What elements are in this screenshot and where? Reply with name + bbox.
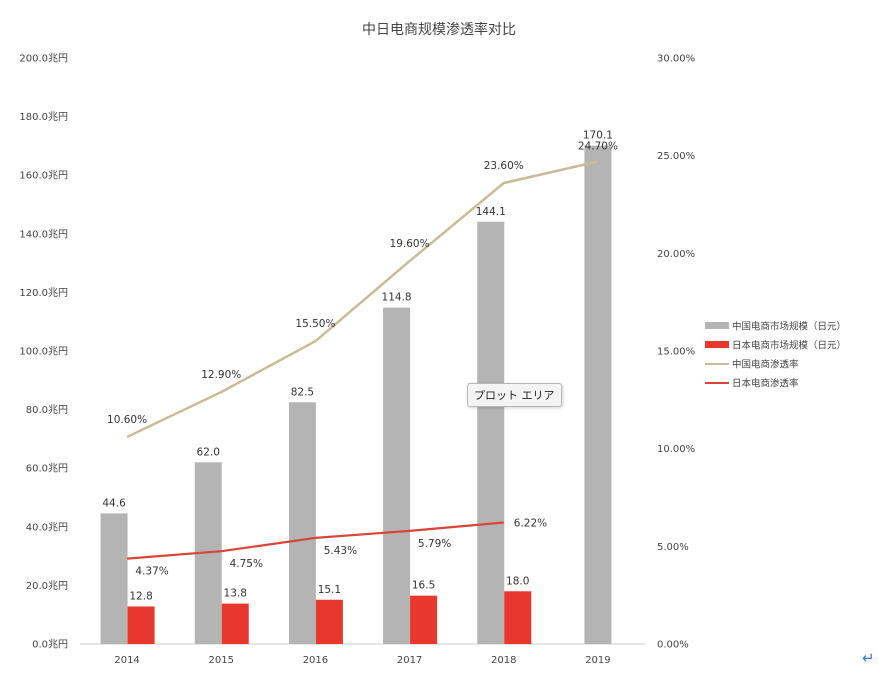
legend-entry-label: 日本电商市场规模（日元） bbox=[732, 340, 846, 352]
bar-data-label: 16.5 bbox=[412, 580, 435, 592]
line-series-group bbox=[126, 160, 599, 560]
line-data-label: 6.22% bbox=[514, 518, 547, 530]
right-axis-tick-label: 20.00% bbox=[657, 249, 695, 260]
line-data-label: 15.50% bbox=[295, 318, 335, 330]
line-japan-penetration bbox=[127, 521, 504, 560]
bar-data-label: 44.6 bbox=[102, 497, 126, 509]
right-axis-tick-label: 15.00% bbox=[657, 347, 695, 358]
return-arrow-icon: ↵ bbox=[862, 649, 875, 667]
bar-japan bbox=[221, 603, 249, 644]
legend-swatch bbox=[705, 341, 729, 348]
left-axis-tick-label: 60.0兆円 bbox=[26, 463, 68, 475]
line-china-penetration bbox=[126, 160, 599, 439]
line-data-label: 19.60% bbox=[390, 238, 430, 250]
x-axis-tick-label: 2019 bbox=[585, 655, 610, 666]
left-axis-tick-label: 180.0兆円 bbox=[19, 111, 68, 123]
data-label-group: 44.6 62.0 82.5 114.8 144.1 170.1 12.8 13.8 15.1 1… bbox=[102, 130, 618, 603]
right-axis-tick-label: 10.00% bbox=[657, 444, 695, 455]
left-axis-tick-label: 140.0兆円 bbox=[19, 228, 68, 240]
line-data-label: 4.75% bbox=[230, 558, 263, 570]
left-axis-tick-label: 0.0兆円 bbox=[32, 639, 68, 651]
bar-data-label: 82.5 bbox=[291, 386, 314, 398]
bar-series-group bbox=[100, 145, 612, 645]
x-axis-tick-label: 2018 bbox=[491, 655, 516, 666]
left-axis-tick-label: 100.0兆円 bbox=[19, 346, 68, 358]
bar-data-label: 144.1 bbox=[476, 206, 506, 218]
bar-data-label: 13.8 bbox=[224, 588, 247, 600]
bar-china bbox=[383, 307, 411, 644]
x-axis-tick-label: 2014 bbox=[114, 655, 139, 666]
line-data-label: 10.60% bbox=[107, 414, 147, 426]
bar-china bbox=[584, 145, 612, 644]
line-data-label: 23.60% bbox=[484, 160, 524, 172]
bar-data-label: 170.1 bbox=[583, 130, 613, 142]
left-axis: 0.0兆円 20.0兆円 40.0兆円 60.0兆円 80.0兆円 100.0兆円 120.… bbox=[19, 53, 68, 651]
right-axis-tick-label: 25.00% bbox=[657, 151, 695, 162]
bar-china bbox=[100, 513, 128, 644]
right-axis-tick-label: 5.00% bbox=[657, 542, 689, 553]
x-axis-tick-label: 2017 bbox=[397, 655, 422, 666]
right-axis: 0.00% 5.00% 10.00% 15.00% 20.00% 25.00% 30.00% bbox=[657, 54, 695, 651]
x-axis-tick-label: 2015 bbox=[209, 655, 234, 666]
legend-entry-label: 日本电商渗透率 bbox=[732, 378, 799, 390]
bar-data-label: 114.8 bbox=[382, 292, 412, 304]
left-axis-tick-label: 160.0兆円 bbox=[19, 170, 68, 182]
left-axis-tick-label: 120.0兆円 bbox=[19, 287, 68, 299]
bar-china bbox=[288, 402, 316, 644]
legend-swatch bbox=[705, 322, 729, 329]
bar-japan bbox=[127, 606, 155, 644]
bar-data-label: 18.0 bbox=[506, 575, 529, 587]
x-axis: 2014 2015 2016 2017 2018 2019 bbox=[80, 643, 645, 666]
chart-title: 中日电商规模渗透率对比 bbox=[362, 21, 516, 38]
line-data-label: 5.79% bbox=[418, 538, 451, 550]
line-data-label: 24.70% bbox=[578, 141, 618, 153]
left-axis-tick-label: 200.0兆円 bbox=[19, 53, 68, 65]
left-axis-tick-label: 20.0兆円 bbox=[26, 580, 68, 592]
legend-entry-label: 中国电商市场规模（日元） bbox=[732, 321, 846, 333]
line-data-label: 4.37% bbox=[135, 566, 168, 578]
x-axis-tick-label: 2016 bbox=[303, 655, 328, 666]
right-axis-tick-label: 30.00% bbox=[657, 54, 695, 65]
line-data-label: 5.43% bbox=[324, 545, 357, 557]
bar-data-label: 62.0 bbox=[197, 446, 220, 458]
legend-entry-label: 中国电商渗透率 bbox=[732, 359, 799, 371]
right-axis-tick-label: 0.00% bbox=[657, 640, 689, 651]
plot-area-tooltip: プロット エリア bbox=[467, 383, 562, 407]
line-data-label: 12.90% bbox=[201, 369, 241, 381]
left-axis-tick-label: 40.0兆円 bbox=[26, 521, 68, 533]
bar-japan bbox=[410, 595, 438, 644]
bar-data-label: 15.1 bbox=[318, 584, 341, 596]
left-axis-tick-label: 80.0兆円 bbox=[26, 404, 68, 416]
bar-china bbox=[477, 221, 505, 645]
bar-japan bbox=[315, 599, 343, 644]
bar-data-label: 12.8 bbox=[129, 590, 152, 602]
bar-japan bbox=[504, 591, 532, 644]
